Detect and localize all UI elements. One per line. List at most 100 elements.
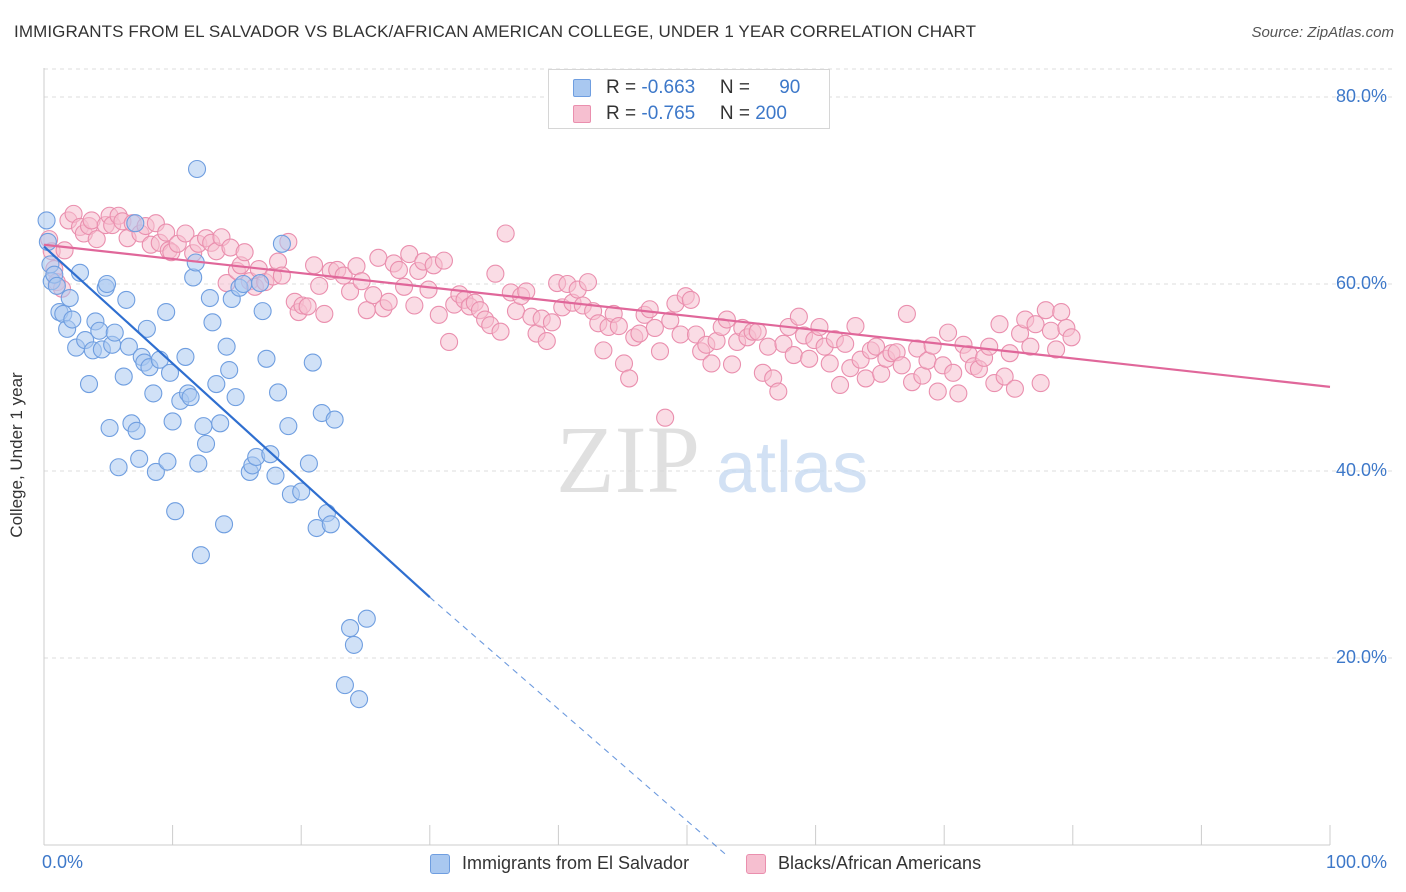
blue-point-9 (60, 288, 79, 308)
blue-point-24 (109, 458, 128, 477)
y-tick-label-60: 60.0% (1336, 273, 1388, 293)
legend-swatch-blue (573, 79, 591, 97)
pink-point-64 (369, 248, 388, 267)
pink-point-140 (758, 337, 778, 356)
pink-point-154 (830, 375, 850, 395)
pink-point-88 (491, 322, 510, 341)
blue-point-27 (119, 337, 138, 356)
watermark: ZIP atlas (556, 406, 868, 513)
blue-point-75 (279, 417, 298, 436)
blue-point-26 (117, 290, 136, 309)
blue-point-52 (194, 417, 213, 436)
blue-point-14 (79, 374, 99, 394)
blue-point-69 (253, 302, 272, 321)
legend-r-label-pink: R = (606, 103, 642, 124)
blue-point-20 (97, 274, 117, 294)
pink-point-76 (429, 305, 448, 324)
blue-point-5 (47, 276, 66, 295)
pink-point-172 (923, 336, 942, 355)
blue-point-45 (176, 347, 195, 366)
pink-point-159 (856, 369, 875, 388)
pink-point-74 (419, 280, 438, 299)
blue-point-41 (160, 363, 180, 382)
pink-point-97 (537, 331, 556, 351)
blue-point-48 (184, 268, 203, 287)
pink-point-197 (1052, 302, 1071, 322)
pink-point-155 (836, 334, 855, 353)
blue-point-90 (350, 690, 369, 709)
pink-point-123 (671, 325, 690, 344)
pink-point-186 (995, 367, 1014, 386)
pink-point-121 (661, 311, 680, 330)
blue-point-73 (269, 383, 288, 402)
legend-r-value-blue: -0.663 (641, 77, 696, 98)
pink-point-120 (656, 408, 675, 427)
pink-point-54 (310, 276, 329, 295)
watermark-zip: ZIP (556, 406, 700, 513)
pink-point-55 (315, 304, 334, 323)
blue-point-89 (335, 676, 354, 695)
pink-point-59 (341, 282, 360, 301)
blue-point-36 (144, 384, 163, 403)
blue-point-83 (321, 515, 340, 534)
pink-point-69 (395, 277, 414, 296)
correlation-legend: R = -0.663 N = 90 R = -0.765 N = 200 (548, 69, 830, 129)
blue-point-21 (100, 418, 119, 438)
pink-point-77 (434, 251, 453, 270)
blue-point-59 (217, 337, 236, 356)
blue-point-42 (163, 412, 182, 431)
blue-point-87 (341, 619, 360, 638)
watermark-atlas: atlas (716, 428, 868, 508)
y-tick-label-20: 20.0% (1336, 647, 1388, 667)
pink-point-152 (820, 354, 839, 373)
blue-point-84 (325, 410, 344, 429)
blue-point-64 (234, 274, 253, 294)
blue-point-88 (357, 609, 376, 628)
pink-point-183 (980, 337, 999, 356)
blue-point-31 (130, 449, 149, 468)
blue-point-72 (266, 466, 285, 485)
blue-point-40 (158, 452, 177, 471)
pink-point-185 (990, 315, 1009, 334)
pink-point-117 (640, 300, 659, 319)
pink-point-157 (846, 317, 865, 336)
pink-point-118 (645, 318, 664, 337)
pink-point-29 (176, 224, 195, 243)
pink-point-142 (769, 382, 788, 401)
legend-n-label-blue: N = (719, 77, 756, 98)
chart-title: IMMIGRANTS FROM EL SALVADOR VS BLACK/AFR… (14, 22, 977, 41)
blue-point-78 (299, 454, 318, 473)
blue-point-1 (38, 232, 57, 251)
x-ticks (43, 825, 1331, 845)
pink-point-133 (722, 355, 742, 374)
pink-point-111 (609, 317, 628, 336)
blue-point-17 (90, 321, 109, 340)
blue-point-58 (214, 515, 234, 534)
pink-point-70 (400, 245, 419, 264)
pink-point-146 (789, 307, 808, 326)
blue-point-86 (187, 159, 207, 179)
blue-point-60 (220, 360, 239, 380)
blue-point-30 (127, 421, 146, 440)
series-label-blue: Immigrants from El Salvador (462, 853, 690, 873)
pink-point-148 (800, 349, 819, 368)
blue-point-51 (191, 546, 210, 565)
source-label: Source: ZipAtlas.com (1251, 24, 1394, 41)
pink-point-161 (866, 337, 886, 356)
pink-point-194 (1036, 301, 1055, 320)
pink-trendline (43, 243, 1331, 388)
legend-n-label-pink: N = (719, 103, 756, 124)
pink-point-167 (897, 304, 916, 323)
blue-point-47 (181, 388, 200, 407)
blue-point-39 (157, 302, 176, 322)
blue-point-54 (200, 288, 219, 308)
blue-point-25 (114, 367, 133, 386)
pink-point-138 (748, 322, 767, 341)
pink-point-166 (892, 356, 911, 375)
y-axis-label: College, Under 1 year (7, 372, 26, 538)
blue-point-34 (137, 319, 156, 338)
legend-n-value-pink: 200 (755, 103, 787, 124)
blue-point-62 (226, 388, 245, 407)
pink-point-150 (810, 317, 829, 337)
